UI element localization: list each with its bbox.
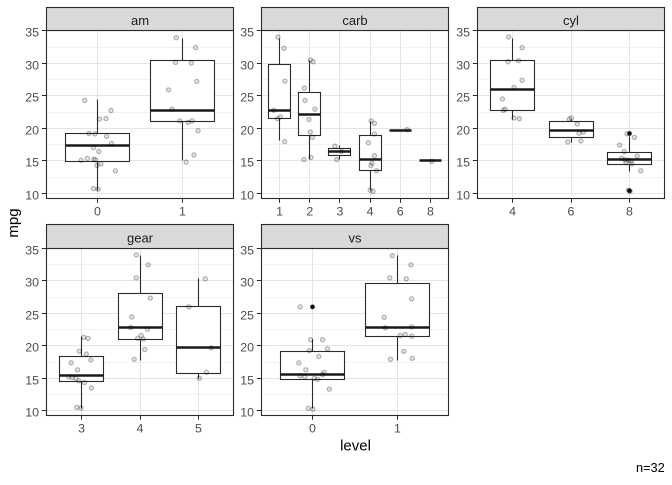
svg-text:cyl: cyl bbox=[563, 13, 579, 28]
svg-text:30: 30 bbox=[25, 58, 39, 72]
svg-text:gear: gear bbox=[127, 230, 154, 245]
svg-text:4: 4 bbox=[137, 422, 144, 436]
svg-text:10: 10 bbox=[240, 188, 254, 202]
svg-text:2: 2 bbox=[306, 205, 313, 219]
svg-text:25: 25 bbox=[240, 308, 254, 322]
svg-text:level: level bbox=[340, 438, 371, 455]
svg-text:3: 3 bbox=[336, 205, 343, 219]
svg-text:25: 25 bbox=[240, 90, 254, 104]
svg-text:5: 5 bbox=[195, 422, 202, 436]
svg-text:vs: vs bbox=[349, 230, 363, 245]
svg-text:1: 1 bbox=[394, 422, 401, 436]
svg-text:15: 15 bbox=[25, 373, 39, 387]
svg-text:35: 35 bbox=[25, 25, 39, 39]
svg-text:0: 0 bbox=[309, 422, 316, 436]
svg-text:10: 10 bbox=[25, 405, 39, 419]
svg-text:am: am bbox=[131, 13, 149, 28]
svg-text:35: 35 bbox=[240, 25, 254, 39]
svg-text:35: 35 bbox=[240, 243, 254, 257]
svg-text:8: 8 bbox=[427, 205, 434, 219]
svg-text:10: 10 bbox=[240, 405, 254, 419]
svg-text:10: 10 bbox=[456, 188, 470, 202]
svg-text:6: 6 bbox=[568, 205, 575, 219]
svg-text:20: 20 bbox=[240, 123, 254, 137]
svg-text:4: 4 bbox=[367, 205, 374, 219]
svg-text:30: 30 bbox=[240, 58, 254, 72]
svg-text:25: 25 bbox=[25, 90, 39, 104]
svg-text:35: 35 bbox=[456, 25, 470, 39]
svg-text:0: 0 bbox=[94, 205, 101, 219]
svg-text:8: 8 bbox=[626, 205, 633, 219]
svg-text:10: 10 bbox=[25, 188, 39, 202]
svg-text:25: 25 bbox=[25, 308, 39, 322]
svg-text:35: 35 bbox=[25, 243, 39, 257]
svg-text:15: 15 bbox=[456, 155, 470, 169]
svg-text:1: 1 bbox=[276, 205, 283, 219]
svg-text:15: 15 bbox=[25, 155, 39, 169]
svg-text:20: 20 bbox=[240, 340, 254, 354]
svg-text:20: 20 bbox=[456, 123, 470, 137]
svg-text:30: 30 bbox=[240, 275, 254, 289]
svg-text:15: 15 bbox=[240, 373, 254, 387]
svg-text:20: 20 bbox=[25, 340, 39, 354]
svg-text:carb: carb bbox=[342, 13, 367, 28]
svg-text:15: 15 bbox=[240, 155, 254, 169]
svg-text:3: 3 bbox=[78, 422, 85, 436]
svg-text:20: 20 bbox=[25, 123, 39, 137]
svg-text:4: 4 bbox=[509, 205, 516, 219]
svg-text:30: 30 bbox=[25, 275, 39, 289]
svg-text:6: 6 bbox=[397, 205, 404, 219]
svg-text:n=32: n=32 bbox=[636, 460, 665, 475]
svg-text:mpg: mpg bbox=[5, 208, 22, 237]
svg-text:1: 1 bbox=[179, 205, 186, 219]
svg-text:25: 25 bbox=[456, 90, 470, 104]
svg-text:30: 30 bbox=[456, 58, 470, 72]
